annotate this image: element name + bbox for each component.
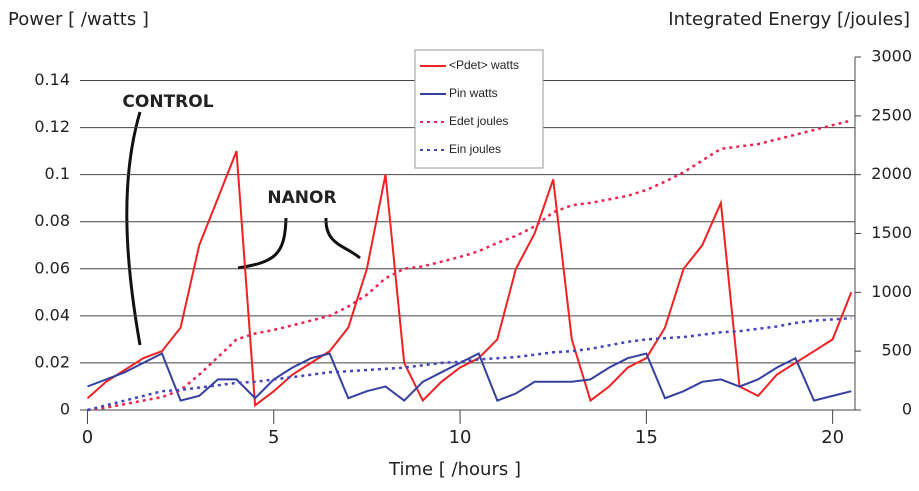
legend-label: Ein joules [449,142,501,156]
y-tick-label: 0.02 [34,352,70,371]
y2-tick-label: 2000 [871,164,912,183]
y2-tick-label: 3000 [871,47,912,66]
y2-tick-label: 2500 [871,105,912,124]
y2-tick-label: 1000 [871,282,912,301]
series-line [87,119,852,412]
annotation-pointer [324,217,361,260]
annotation-pointer [125,111,142,346]
y2-tick-label: 500 [881,341,912,360]
y-tick-label: 0 [60,400,70,419]
y-tick-label: 0.1 [45,164,70,183]
y2-axis-title: Integrated Energy [/joules] [668,9,910,30]
y-tick-label: 0.06 [34,258,70,277]
y-tick-label: 0.14 [34,70,70,89]
x-tick-label: 20 [821,427,844,448]
series-line [87,316,852,412]
series-line [86,150,853,408]
y-tick-label: 0.08 [34,211,70,230]
y-tick-label: 0.12 [34,117,70,136]
x-tick-label: 5 [268,427,279,448]
y-axis-title: Power [ /watts ] [8,9,149,30]
y2-tick-label: 1500 [871,223,912,242]
legend-label: Pin watts [449,86,498,100]
x-tick-label: 15 [635,427,658,448]
legend-label: <Pdet> watts [449,58,519,72]
x-tick-label: 0 [82,427,93,448]
x-tick-label: 10 [449,427,472,448]
series-line [87,352,852,402]
y-tick-label: 0.04 [34,305,70,324]
annotation: NANOR [267,188,336,208]
legend-label: Edet joules [449,114,508,128]
annotation-pointer [237,217,288,270]
legend-box [414,49,544,169]
annotation: CONTROL [122,92,213,112]
x-axis-title: Time [ /hours ] [388,459,521,480]
y2-tick-label: 0 [902,400,912,419]
